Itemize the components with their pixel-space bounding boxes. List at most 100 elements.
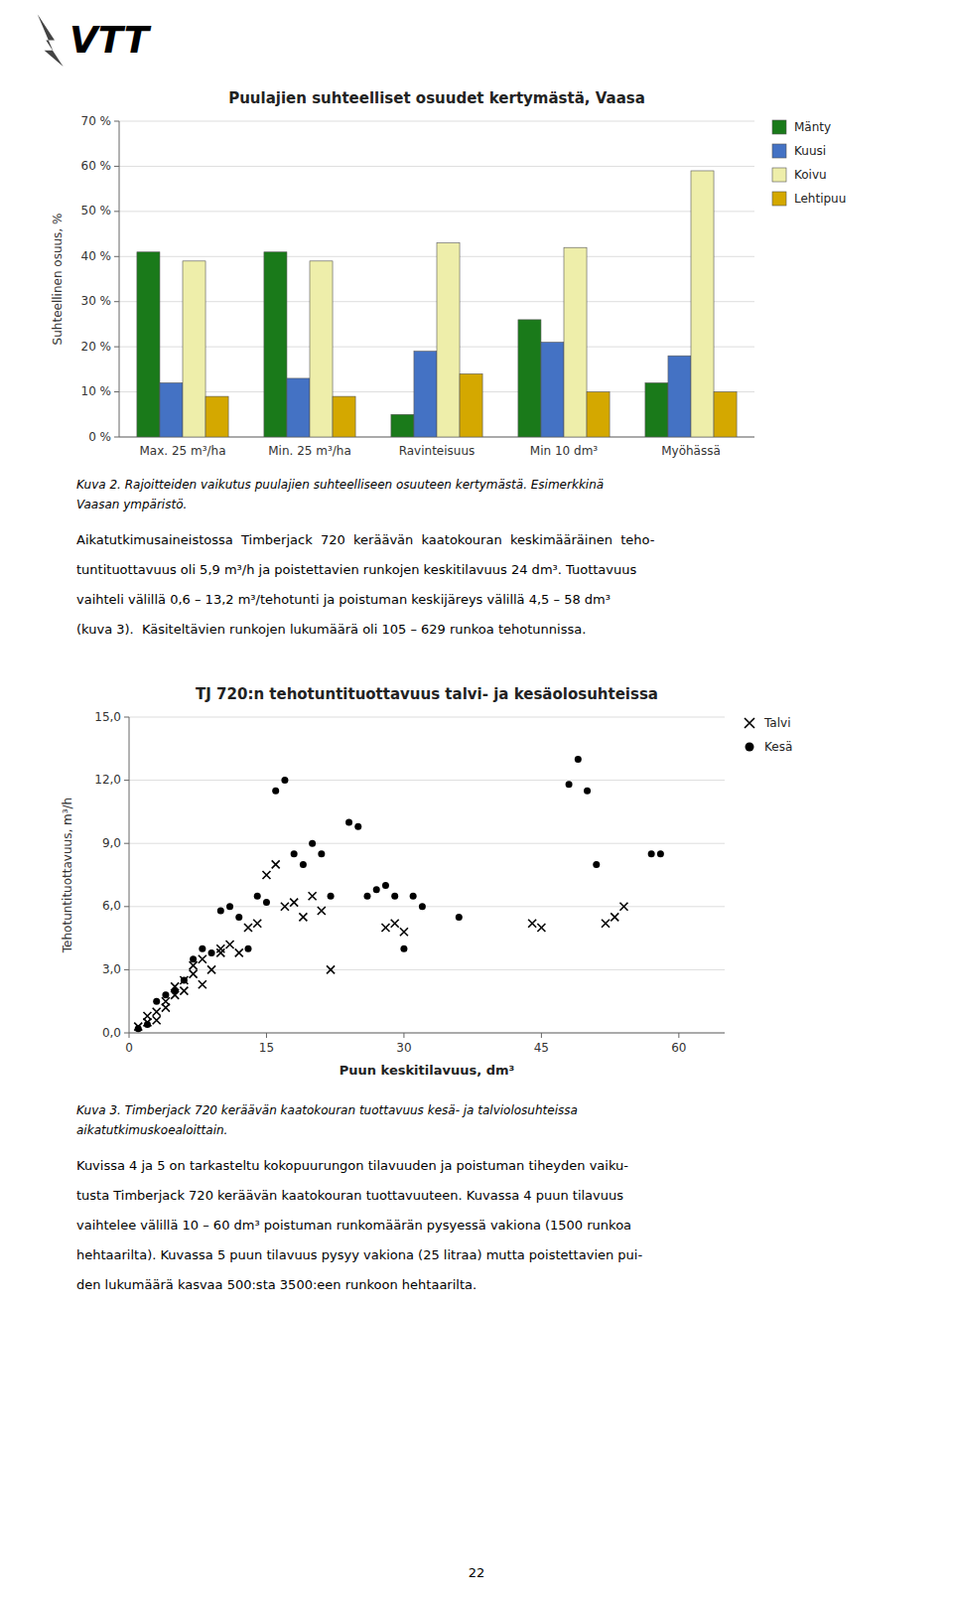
scatter-point <box>263 898 271 906</box>
scatter-point <box>170 981 179 990</box>
y-tick <box>114 256 120 258</box>
y-tick-label: 0 % <box>88 429 112 444</box>
y-tick-label: 10 % <box>81 384 113 399</box>
scatter-point <box>382 881 390 889</box>
logo-text: VTT <box>69 18 152 62</box>
x-tick-label: Min. 25 m³/ha <box>268 443 352 458</box>
x-tick-label: Ravinteisuus <box>399 443 476 458</box>
bar <box>391 413 414 437</box>
scatter-point <box>179 975 188 984</box>
scatter-point <box>592 860 600 868</box>
scatter-point <box>254 892 262 900</box>
caption-block: Kuva 3. Timberjack 720 keräävän kaatokou… <box>76 1102 578 1137</box>
axes: 0,03,06,09,012,015,0015304560 <box>94 709 725 1056</box>
scatter-point <box>290 849 298 857</box>
y-tick <box>124 716 130 718</box>
scatter-point <box>299 860 307 868</box>
bar <box>264 252 287 437</box>
y-tick <box>124 1032 130 1034</box>
bar <box>182 261 206 437</box>
body-text: den lukumäärä kasvaa 500:sta 3500:een ru… <box>76 1276 477 1292</box>
legend: MäntyKuusiKoivuLehtipuu <box>772 120 846 207</box>
bar <box>713 392 737 437</box>
bar <box>586 392 610 437</box>
scatter-point <box>381 923 390 932</box>
grid-line <box>119 165 755 167</box>
y-tick-label: 70 % <box>81 114 113 129</box>
scatter-point <box>298 912 307 921</box>
bar <box>309 261 333 437</box>
scatter-point <box>289 898 298 907</box>
bar <box>205 396 229 437</box>
bar <box>645 382 669 437</box>
scatter-point <box>610 912 619 921</box>
grid-line <box>119 121 755 123</box>
scatter-point <box>235 913 243 921</box>
scatter-point <box>280 902 289 911</box>
bar <box>541 342 564 437</box>
scatter-point <box>152 1015 161 1024</box>
scatter-point <box>226 940 235 949</box>
grid-line <box>129 1032 725 1034</box>
body-text: Kuvissa 4 ja 5 on tarkasteltu kokopuurun… <box>76 1157 629 1173</box>
marks <box>136 170 737 437</box>
y-tick-label: 12,0 <box>94 772 122 787</box>
bar <box>286 378 310 437</box>
bar <box>690 170 714 437</box>
body-text: Aikatutkimusaineistossa Timberjack 720 k… <box>76 532 656 547</box>
x-tick-label: Myöhässä <box>661 443 721 458</box>
y-tick <box>114 300 120 302</box>
legend-swatch <box>772 143 787 158</box>
legend-swatch <box>744 717 755 728</box>
grid-line <box>129 905 725 907</box>
scatter-point <box>327 892 335 900</box>
legend-label: Koivu <box>794 167 827 182</box>
scatter-point <box>345 818 353 826</box>
grid <box>119 121 755 437</box>
scatter-point <box>152 1007 161 1016</box>
scatter-point <box>409 892 417 900</box>
legend-swatch <box>772 191 787 206</box>
x-tick-label: 0 <box>125 1040 134 1055</box>
scatter-point <box>272 787 279 795</box>
scatter-point <box>198 979 207 988</box>
scatter-point <box>262 870 271 879</box>
y-tick <box>114 210 120 212</box>
scatter-point <box>244 923 253 932</box>
y-tick-label: 60 % <box>81 158 113 173</box>
chart-title: Puulajien suhteelliset osuudet kertymäst… <box>228 89 646 108</box>
x-tick <box>129 1032 131 1038</box>
scatter-point <box>216 948 225 956</box>
body-text: tusta Timberjack 720 keräävän kaatokoura… <box>76 1187 624 1203</box>
legend: TalviKesä <box>744 715 793 754</box>
marks <box>134 755 665 1032</box>
x-tick-label: 30 <box>396 1040 411 1055</box>
caption: Vaasan ympäristö. <box>76 497 187 512</box>
scatter-point <box>619 902 628 911</box>
page-background <box>0 0 953 1600</box>
scatter-point <box>189 954 197 962</box>
scatter-point <box>565 780 573 788</box>
scatter-point <box>326 964 335 973</box>
x-tick-label: 45 <box>534 1040 549 1055</box>
legend-swatch <box>772 167 787 182</box>
grid-line <box>119 210 755 212</box>
scatter-point <box>373 885 381 893</box>
y-tick-label: 40 % <box>81 249 113 264</box>
scatter-point <box>198 954 207 963</box>
y-axis-line <box>129 716 131 1033</box>
scatter-point <box>317 906 326 915</box>
body-text-block: Kuvissa 4 ja 5 on tarkasteltu kokopuurun… <box>76 1157 643 1292</box>
scatter-point <box>161 996 170 1005</box>
scatter-point <box>253 919 262 928</box>
scatter-point <box>280 776 288 784</box>
bar <box>563 247 587 437</box>
scatter-point <box>189 969 198 978</box>
scatter-point <box>354 822 362 830</box>
logo-bolt <box>37 13 64 67</box>
y-axis-line <box>119 121 121 437</box>
body-text-block: Aikatutkimusaineistossa Timberjack 720 k… <box>76 532 656 637</box>
y-axis-label: Suhteellinen osuus, % <box>50 213 65 346</box>
bar <box>668 355 691 437</box>
y-tick <box>114 165 120 167</box>
